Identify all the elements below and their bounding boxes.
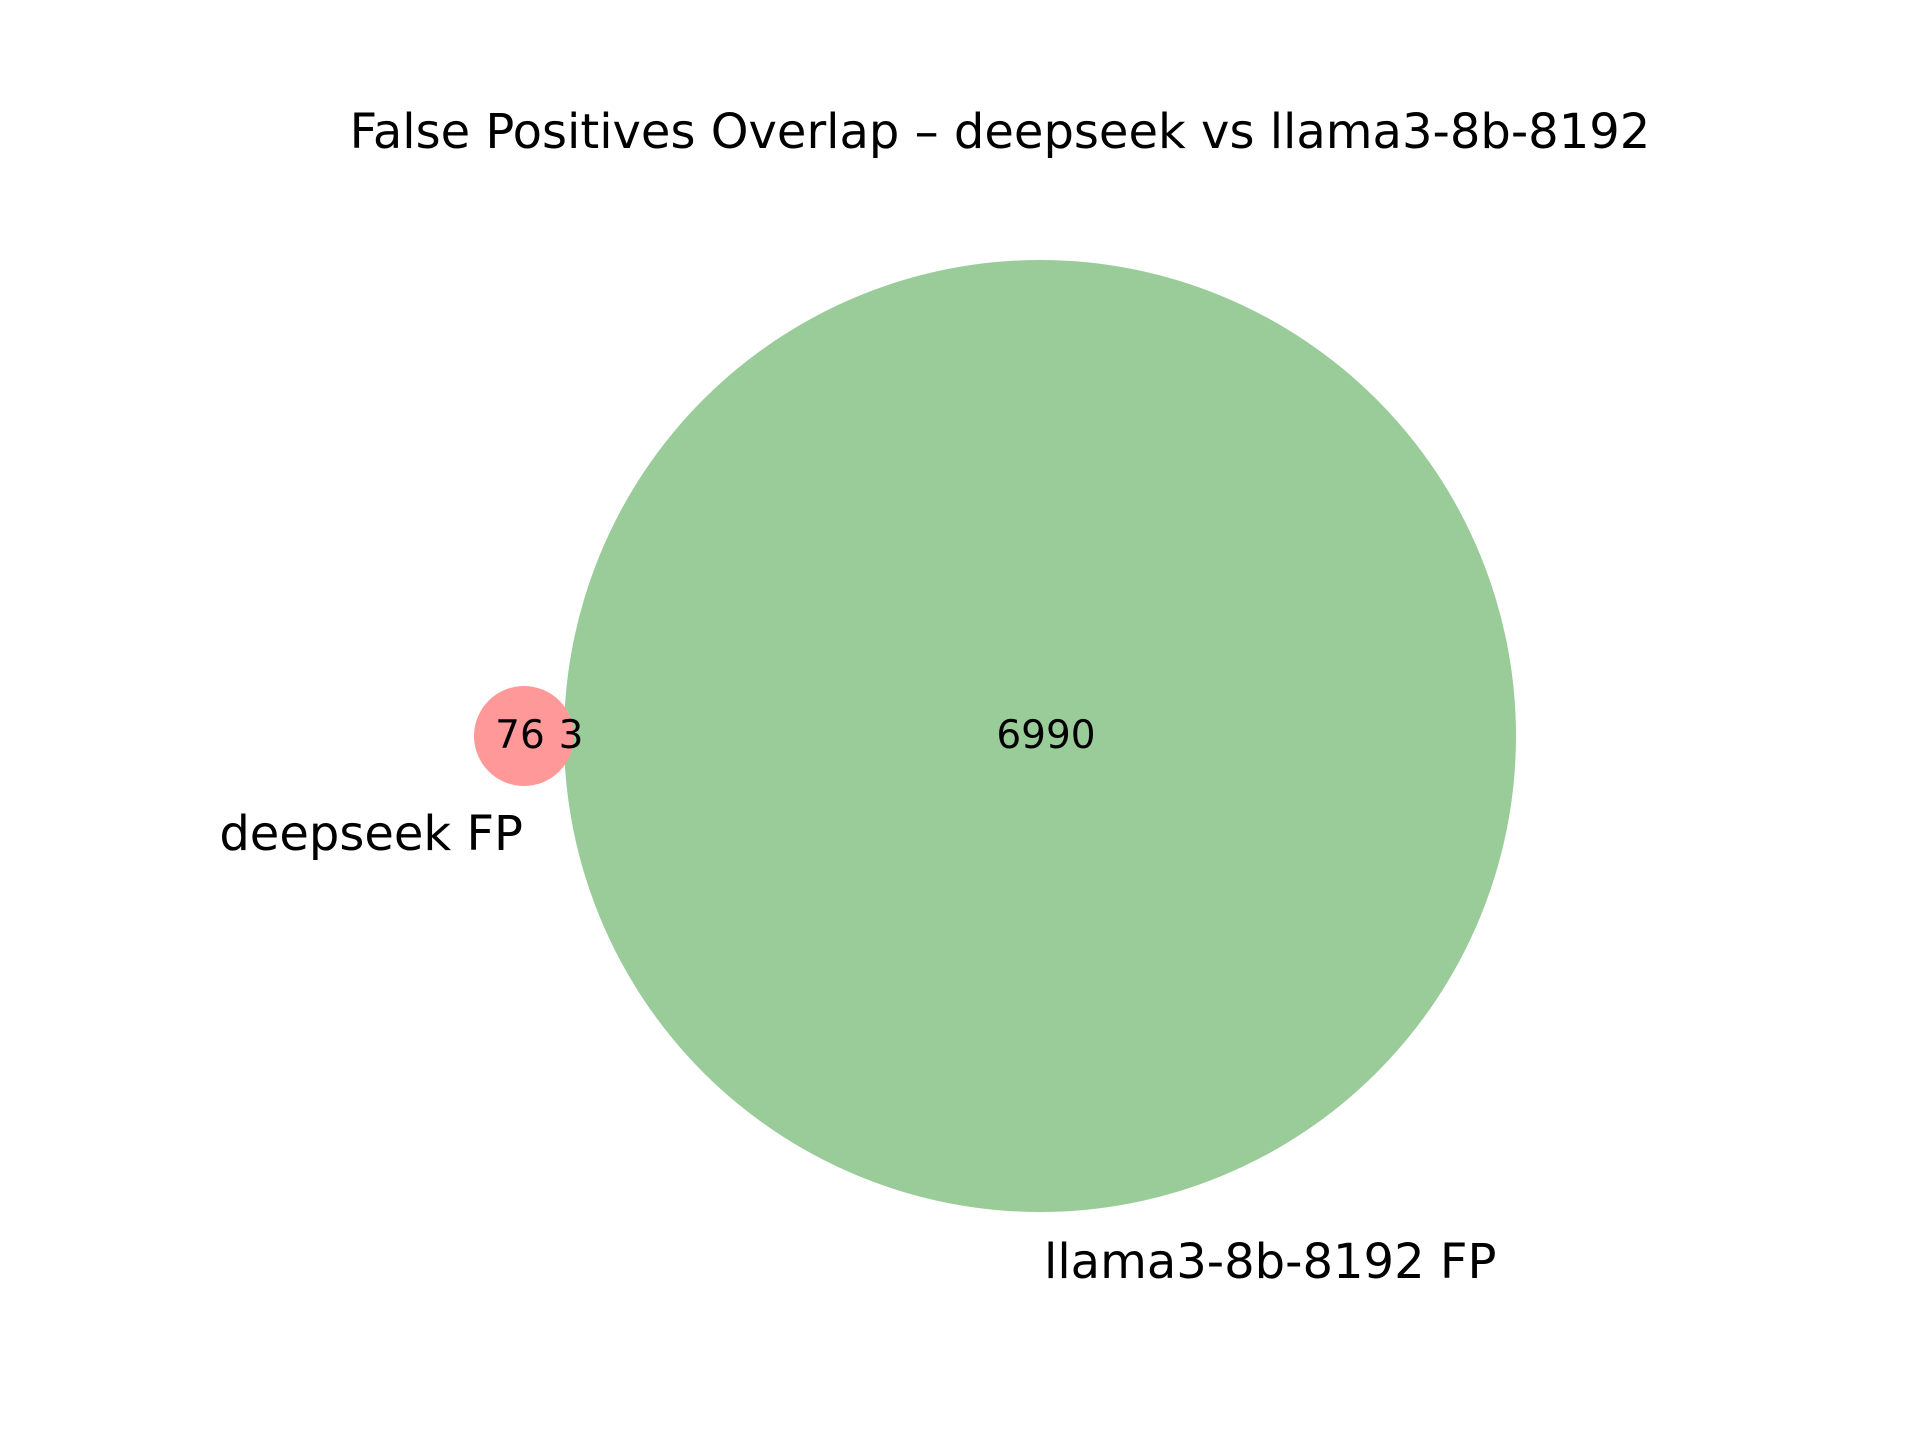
deepseek-set-circle — [474, 686, 574, 786]
llama3-set-label: llama3-8b-8192 FP — [1044, 1234, 1496, 1290]
deepseek-set-label: deepseek FP — [219, 806, 523, 862]
intersection-count: 3 — [559, 713, 584, 758]
llama3-only-count: 6990 — [996, 713, 1095, 758]
deepseek-only-count: 76 — [495, 713, 545, 758]
chart-title: False Positives Overlap – deepseek vs ll… — [350, 104, 1651, 160]
llama3-set-circle — [564, 260, 1516, 1212]
